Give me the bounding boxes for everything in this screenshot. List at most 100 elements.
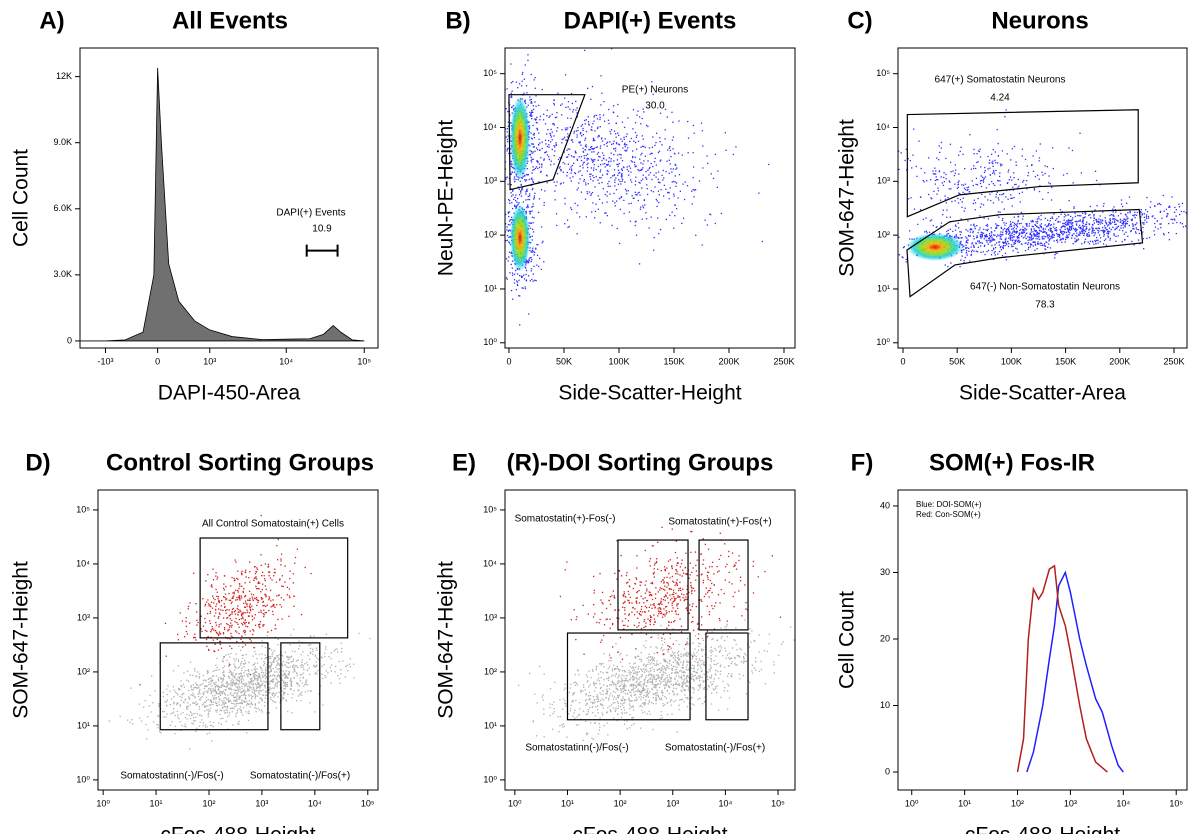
event-dot [1054, 227, 1056, 230]
event-dot [270, 675, 272, 677]
event-dot [470, 92, 471, 93]
event-dot [238, 677, 241, 680]
event-dot [1097, 232, 1099, 234]
event-dot [237, 689, 239, 691]
event-dot [269, 655, 271, 658]
event-dot [1117, 225, 1120, 227]
event-dot [251, 683, 253, 685]
event-dot [627, 117, 629, 119]
event-dot [1037, 238, 1039, 240]
event-dot [272, 661, 274, 663]
event-dot [1048, 234, 1050, 236]
event-dot [525, 273, 527, 276]
event-dot [661, 174, 663, 177]
event-dot [198, 725, 201, 727]
event-dot [226, 617, 228, 619]
event-dot [1107, 233, 1110, 235]
event-dot [1024, 236, 1026, 238]
event-dot [230, 684, 232, 686]
event-dot [314, 655, 317, 657]
event-dot [1134, 224, 1136, 226]
event-dot [184, 716, 187, 719]
event-dot [925, 230, 928, 232]
event-dot [294, 670, 296, 673]
event-dot [538, 166, 541, 169]
event-dot [250, 703, 252, 705]
event-dot [1024, 228, 1026, 230]
event-dot [254, 706, 256, 709]
event-dot [591, 148, 593, 150]
event-dot [1009, 221, 1012, 223]
event-dot [932, 170, 934, 172]
event-dot [986, 223, 989, 226]
event-dot [290, 684, 293, 686]
event-dot [1011, 228, 1013, 230]
event-dot [248, 605, 251, 607]
event-dot [963, 260, 965, 262]
event-dot [587, 162, 589, 164]
event-dot [160, 732, 162, 734]
event-dot [1002, 247, 1004, 250]
event-dot [277, 696, 279, 698]
event-dot [247, 690, 249, 692]
event-dot [554, 146, 556, 148]
event-dot [1029, 233, 1031, 235]
event-dot [223, 675, 225, 677]
event-dot [1097, 220, 1099, 223]
event-dot [1115, 211, 1117, 213]
event-dot [505, 161, 507, 163]
event-dot [1044, 245, 1047, 248]
event-dot [1085, 212, 1087, 214]
event-dot [640, 123, 642, 125]
event-dot [514, 204, 516, 206]
event-dot [621, 177, 623, 179]
event-dot [898, 236, 900, 238]
event-dot [617, 174, 619, 176]
event-dot [525, 279, 528, 281]
event-dot [211, 586, 213, 588]
plot-frame [79, 47, 379, 349]
event-dot [990, 231, 993, 233]
event-dot [963, 187, 966, 189]
event-dot [1124, 213, 1127, 215]
event-dot [1082, 229, 1085, 231]
event-dot [1072, 224, 1074, 227]
event-dot [1012, 231, 1014, 233]
event-dot [1016, 226, 1019, 228]
event-dot [278, 674, 281, 677]
event-dot [1148, 236, 1151, 239]
plot-frame [897, 47, 1188, 349]
event-dot [570, 168, 573, 170]
event-dot [280, 687, 283, 689]
event-dot [993, 171, 995, 173]
event-dot [188, 698, 191, 700]
event-dot [980, 179, 983, 182]
event-dot [1017, 239, 1019, 241]
x-tick-label: 10³ [203, 356, 216, 366]
event-dot [233, 611, 236, 613]
event-dot [554, 199, 556, 201]
event-dot [614, 185, 616, 187]
event-dot [233, 697, 235, 699]
event-dot [986, 229, 989, 232]
event-dot [1025, 242, 1027, 244]
event-dot [233, 692, 235, 694]
event-dot [1026, 165, 1028, 167]
event-dot [270, 657, 272, 660]
event-dot [645, 176, 647, 179]
event-dot [677, 197, 679, 199]
event-dot [528, 222, 530, 224]
event-dot [575, 100, 577, 103]
event-dot [238, 698, 241, 700]
event-dot [648, 147, 651, 149]
event-dot [980, 166, 982, 168]
event-dot [208, 620, 211, 622]
event-dot [668, 197, 670, 200]
event-dot [1113, 218, 1115, 220]
event-dot [1010, 223, 1012, 225]
event-dot [1038, 238, 1041, 241]
event-dot [235, 715, 237, 718]
event-dot [274, 671, 276, 673]
event-dot [556, 130, 558, 132]
event-dot [1059, 239, 1061, 241]
